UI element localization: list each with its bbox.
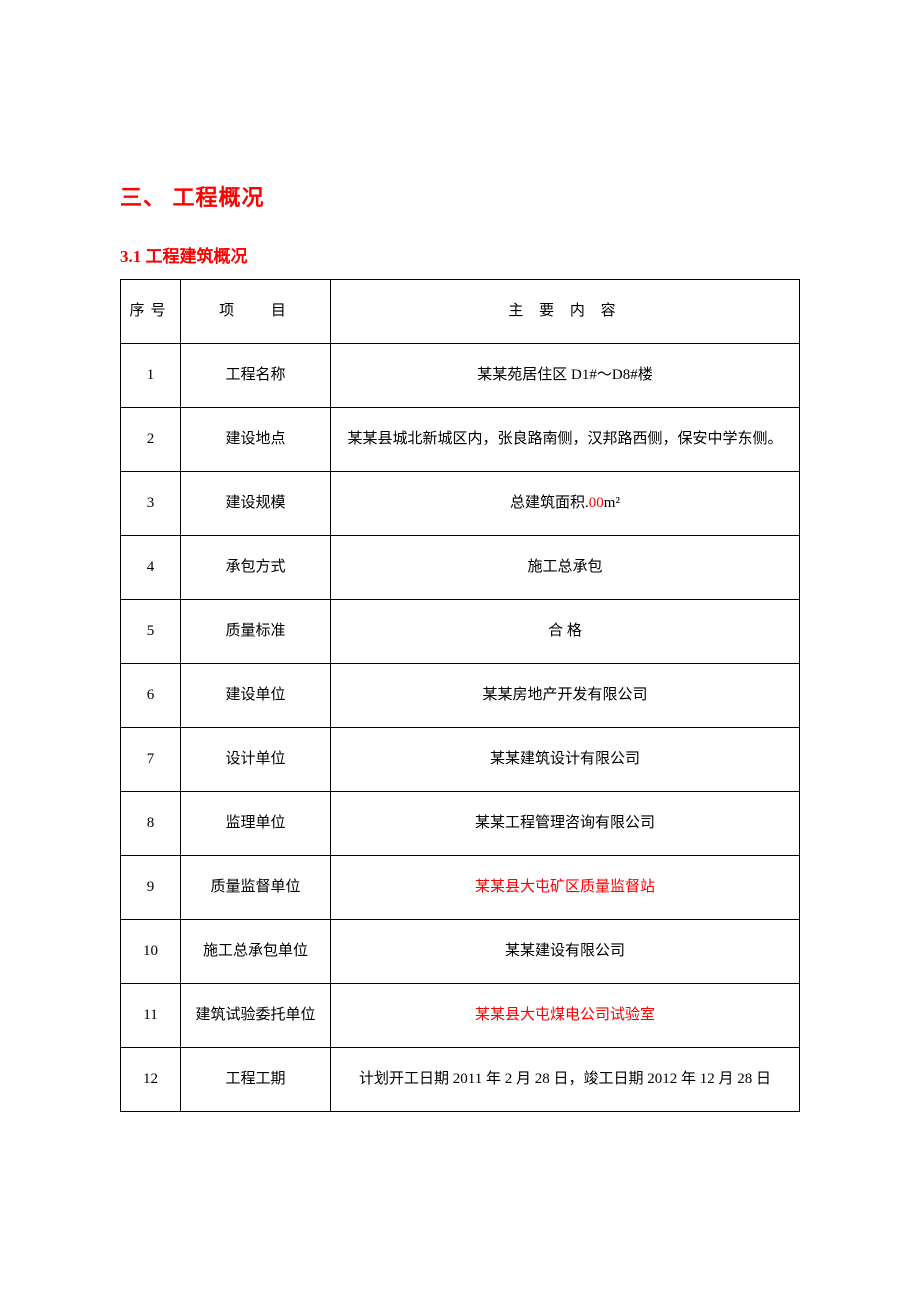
col-header-num: 序号	[121, 280, 181, 344]
cell-num: 9	[121, 856, 181, 920]
cell-num: 8	[121, 792, 181, 856]
table-row: 4承包方式施工总承包	[121, 536, 800, 600]
cell-item: 设计单位	[181, 728, 331, 792]
cell-item: 建设地点	[181, 408, 331, 472]
project-overview-table: 序号 项 目 主 要 内 容 1工程名称某某苑居住区 D1#～D8#楼2建设地点…	[120, 279, 800, 1112]
cell-content: 某某县城北新城区内，张良路南侧，汉邦路西侧，保安中学东侧。	[331, 408, 800, 472]
cell-item: 工程工期	[181, 1048, 331, 1112]
cell-item: 质量监督单位	[181, 856, 331, 920]
cell-content: 合 格	[331, 600, 800, 664]
subsection-heading: 3.1 工程建筑概况	[120, 242, 800, 267]
cell-content: 某某房地产开发有限公司	[331, 664, 800, 728]
col-header-content: 主 要 内 容	[331, 280, 800, 344]
cell-item: 建筑试验委托单位	[181, 984, 331, 1048]
cell-item: 施工总承包单位	[181, 920, 331, 984]
col-header-item: 项 目	[181, 280, 331, 344]
cell-content: 某某县大屯矿区质量监督站	[331, 856, 800, 920]
cell-num: 6	[121, 664, 181, 728]
cell-content: 某某建设有限公司	[331, 920, 800, 984]
cell-num: 4	[121, 536, 181, 600]
table-row: 5质量标准合 格	[121, 600, 800, 664]
cell-content: 某某建筑设计有限公司	[331, 728, 800, 792]
cell-num: 1	[121, 344, 181, 408]
cell-num: 11	[121, 984, 181, 1048]
table-row: 1工程名称某某苑居住区 D1#～D8#楼	[121, 344, 800, 408]
cell-item: 承包方式	[181, 536, 331, 600]
table-row: 8监理单位某某工程管理咨询有限公司	[121, 792, 800, 856]
cell-item: 建设单位	[181, 664, 331, 728]
cell-num: 3	[121, 472, 181, 536]
section-heading: 三、 工程概况	[120, 180, 800, 212]
cell-num: 12	[121, 1048, 181, 1112]
cell-content: 某某苑居住区 D1#～D8#楼	[331, 344, 800, 408]
cell-num: 5	[121, 600, 181, 664]
cell-content: 总建筑面积.00m²	[331, 472, 800, 536]
cell-item: 建设规模	[181, 472, 331, 536]
table-row: 2建设地点某某县城北新城区内，张良路南侧，汉邦路西侧，保安中学东侧。	[121, 408, 800, 472]
table-row: 6建设单位某某房地产开发有限公司	[121, 664, 800, 728]
cell-num: 2	[121, 408, 181, 472]
cell-content: 某某工程管理咨询有限公司	[331, 792, 800, 856]
cell-item: 监理单位	[181, 792, 331, 856]
cell-item: 工程名称	[181, 344, 331, 408]
table-row: 3建设规模总建筑面积.00m²	[121, 472, 800, 536]
cell-item: 质量标准	[181, 600, 331, 664]
cell-num: 7	[121, 728, 181, 792]
table-row: 10施工总承包单位某某建设有限公司	[121, 920, 800, 984]
table-row: 11建筑试验委托单位某某县大屯煤电公司试验室	[121, 984, 800, 1048]
cell-content: 某某县大屯煤电公司试验室	[331, 984, 800, 1048]
cell-num: 10	[121, 920, 181, 984]
table-header-row: 序号 项 目 主 要 内 容	[121, 280, 800, 344]
table-row: 12工程工期计划开工日期 2011 年 2 月 28 日，竣工日期 2012 年…	[121, 1048, 800, 1112]
table-row: 9质量监督单位某某县大屯矿区质量监督站	[121, 856, 800, 920]
cell-content: 施工总承包	[331, 536, 800, 600]
table-row: 7设计单位某某建筑设计有限公司	[121, 728, 800, 792]
cell-content: 计划开工日期 2011 年 2 月 28 日，竣工日期 2012 年 12 月 …	[331, 1048, 800, 1112]
